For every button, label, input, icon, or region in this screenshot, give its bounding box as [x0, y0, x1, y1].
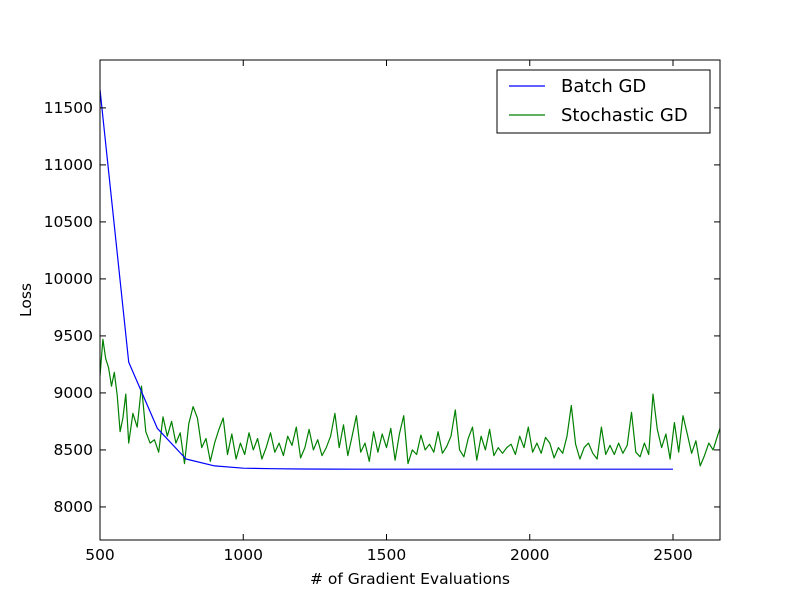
y-tick-label: 8000	[54, 498, 93, 516]
x-tick-label: 1000	[224, 546, 263, 564]
stochastic-gd-line	[100, 338, 720, 467]
y-tick-label: 11000	[44, 156, 93, 174]
batch-gd-line	[100, 89, 673, 470]
y-tick-label: 9500	[54, 327, 93, 345]
y-tick-label: 9000	[54, 384, 93, 402]
y-tick-label: 10500	[44, 213, 93, 231]
legend: Batch GD Stochastic GD	[496, 69, 711, 134]
y-tick-label: 11500	[44, 99, 93, 117]
x-tick-label: 2000	[510, 546, 549, 564]
y-axis-label: Loss	[17, 283, 35, 317]
legend-label-batch-gd: Batch GD	[561, 76, 646, 97]
legend-label-stochastic-gd: Stochastic GD	[561, 105, 688, 126]
x-tick-label: 2500	[653, 546, 692, 564]
x-axis-label: # of Gradient Evaluations	[310, 570, 510, 588]
legend-box	[496, 69, 711, 134]
y-tick-label: 10000	[44, 270, 93, 288]
x-tick-label: 500	[85, 546, 115, 564]
tick-layer: 500 1000 1500 2000 2500 8000 8500 9000 9500 10000…	[44, 60, 720, 564]
series-layer	[100, 89, 720, 470]
plot-frame	[99, 59, 721, 541]
y-tick-label: 8500	[54, 441, 93, 459]
x-tick-label: 1500	[367, 546, 406, 564]
